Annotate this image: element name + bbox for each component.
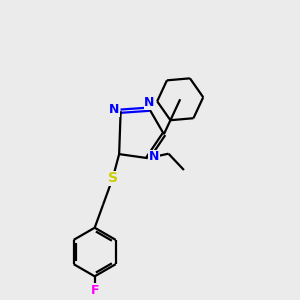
Text: F: F bbox=[90, 284, 99, 297]
Text: N: N bbox=[144, 96, 155, 109]
Text: S: S bbox=[108, 171, 118, 185]
Text: N: N bbox=[109, 103, 119, 116]
Text: N: N bbox=[149, 150, 160, 163]
